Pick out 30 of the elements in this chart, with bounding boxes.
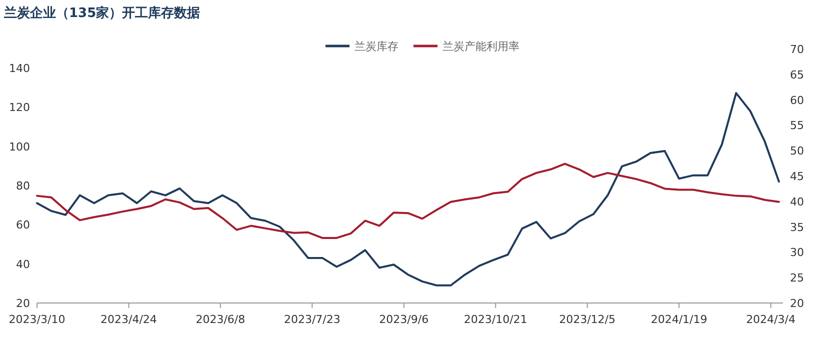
x-tick-label: 2023/7/23 [284, 313, 340, 326]
x-tick-label: 2023/6/8 [196, 313, 246, 326]
y2-tick-label: 70 [790, 43, 804, 56]
y2-tick-label: 35 [790, 220, 804, 234]
x-tick-label: 2023/9/6 [379, 313, 429, 326]
legend-label: 兰炭库存 [354, 40, 398, 53]
legend-label: 兰炭产能利用率 [442, 40, 520, 53]
title: 兰炭企业（135家）开工库存数据 [4, 6, 200, 21]
y-tick-label: 140 [9, 62, 30, 75]
y2-tick-label: 30 [790, 246, 804, 260]
x-tick-label: 2023/4/24 [100, 313, 157, 326]
x-tick-label: 2024/1/19 [650, 313, 708, 326]
y2-tick-label: 60 [790, 94, 804, 107]
x-tick-label: 2023/3/10 [8, 313, 66, 326]
y2-tick-label: 45 [790, 170, 804, 183]
y2-tick-label: 65 [790, 68, 804, 82]
y2-tick-label: 20 [790, 297, 804, 310]
x-tick-label: 2024/3/4 [746, 313, 796, 326]
y-tick-label: 20 [16, 297, 30, 310]
y-tick-label: 40 [16, 258, 30, 271]
y-tick-label: 120 [9, 101, 30, 114]
y2-tick-label: 50 [790, 144, 804, 158]
y-tick-label: 60 [16, 218, 30, 232]
y2-tick-label: 40 [790, 195, 804, 208]
y2-tick-label: 25 [790, 272, 804, 285]
x-tick-label: 2023/10/21 [464, 313, 528, 326]
y2-tick-label: 55 [790, 119, 804, 132]
x-tick-label: 2023/12/5 [559, 313, 616, 326]
y-tick-label: 80 [16, 180, 30, 192]
y-tick-label: 100 [9, 140, 30, 154]
